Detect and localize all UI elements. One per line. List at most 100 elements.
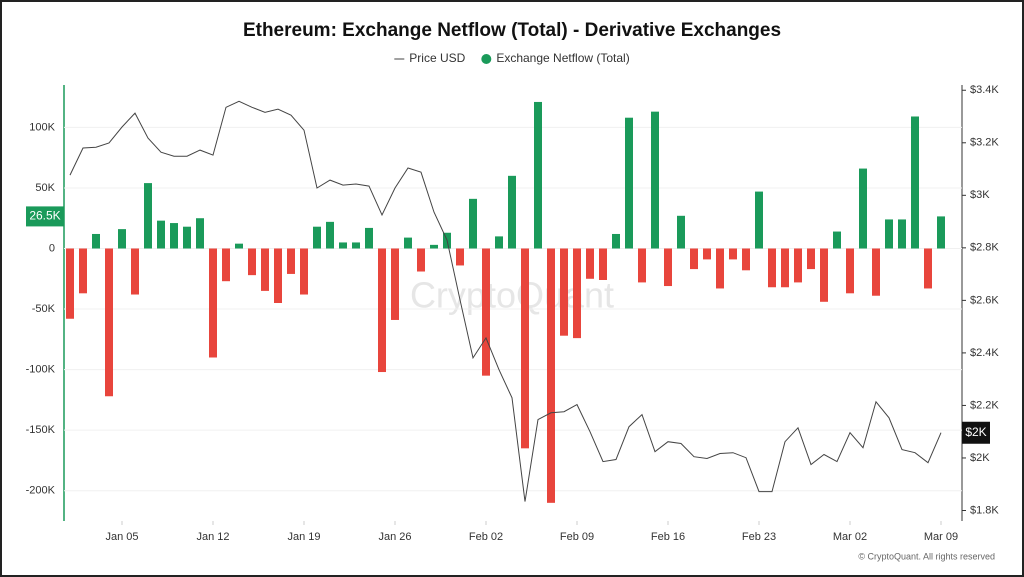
bar bbox=[794, 248, 802, 283]
bar bbox=[222, 248, 230, 282]
bar bbox=[248, 248, 256, 276]
bar bbox=[417, 248, 425, 272]
bar bbox=[157, 220, 165, 249]
bar bbox=[664, 248, 672, 287]
bar bbox=[183, 226, 191, 249]
y2-tick-label: $1.8K bbox=[970, 504, 999, 516]
bar bbox=[313, 226, 321, 249]
bar bbox=[391, 248, 399, 320]
y-tick-label: -150K bbox=[26, 424, 56, 436]
x-tick-label: Jan 26 bbox=[378, 531, 411, 543]
y-tick-label: -50K bbox=[32, 303, 56, 315]
bar bbox=[690, 248, 698, 270]
bar bbox=[456, 248, 464, 266]
bar bbox=[105, 248, 113, 397]
x-tick-label: Feb 09 bbox=[560, 531, 594, 543]
bar bbox=[508, 175, 516, 249]
bar bbox=[378, 248, 386, 373]
value-label: $2K bbox=[965, 425, 986, 439]
y2-tick-label: $2.6K bbox=[970, 294, 999, 306]
y2-tick-label: $2.4K bbox=[970, 347, 999, 359]
bar bbox=[326, 221, 334, 249]
bar bbox=[92, 233, 100, 249]
bar bbox=[560, 248, 568, 336]
bar bbox=[833, 231, 841, 249]
bar bbox=[196, 218, 204, 249]
bar bbox=[287, 248, 295, 274]
bar bbox=[911, 116, 919, 249]
bar bbox=[820, 248, 828, 302]
legend-symbol bbox=[481, 54, 492, 64]
x-tick-label: Mar 09 bbox=[924, 531, 958, 543]
y-tick-label: 0 bbox=[49, 242, 55, 254]
bar bbox=[365, 227, 373, 249]
legend-label: Price USD bbox=[409, 51, 465, 65]
bar bbox=[781, 248, 789, 288]
value-label-box bbox=[962, 421, 990, 444]
bar bbox=[716, 248, 724, 289]
bar bbox=[144, 183, 152, 249]
bar bbox=[638, 248, 646, 283]
x-tick-label: Mar 02 bbox=[833, 531, 867, 543]
legend: Price USD Exchange Netflow (Total) bbox=[394, 51, 630, 65]
bar bbox=[898, 219, 906, 249]
bar bbox=[846, 248, 854, 294]
legend-label: Exchange Netflow (Total) bbox=[496, 51, 629, 65]
bar bbox=[79, 248, 87, 294]
bar bbox=[651, 111, 659, 249]
bar bbox=[924, 248, 932, 289]
bar bbox=[495, 236, 503, 249]
bar bbox=[482, 248, 490, 376]
bar bbox=[261, 248, 269, 291]
y-tick-label: -200K bbox=[26, 485, 56, 497]
bar bbox=[599, 248, 607, 280]
bar bbox=[118, 229, 126, 249]
x-tick-label: Jan 19 bbox=[287, 531, 320, 543]
bar bbox=[274, 248, 282, 303]
x-tick-label: Feb 02 bbox=[469, 531, 503, 543]
bar bbox=[729, 248, 737, 260]
bar bbox=[547, 248, 555, 503]
bar bbox=[66, 248, 74, 319]
bar bbox=[430, 244, 438, 249]
y2-tick-label: $2.2K bbox=[970, 399, 999, 411]
bar bbox=[586, 248, 594, 279]
y-tick-label: 100K bbox=[29, 121, 55, 133]
x-tick-label: Feb 23 bbox=[742, 531, 776, 543]
y2-tick-label: $3.2K bbox=[970, 137, 999, 149]
price-line bbox=[69, 100, 942, 502]
bar bbox=[404, 237, 412, 249]
bar bbox=[885, 219, 893, 249]
bar bbox=[209, 248, 217, 358]
y2-tick-label: $2K bbox=[970, 452, 990, 464]
bar bbox=[352, 242, 360, 249]
bar bbox=[300, 248, 308, 295]
bar bbox=[872, 248, 880, 296]
bar bbox=[768, 248, 776, 288]
bar bbox=[469, 198, 477, 249]
bar bbox=[625, 117, 633, 249]
y-tick-label: -100K bbox=[26, 364, 56, 376]
bar bbox=[131, 248, 139, 295]
bar bbox=[170, 223, 178, 249]
footer: © CryptoQuant. All rights reserved bbox=[858, 551, 995, 561]
bar bbox=[859, 168, 867, 249]
bar bbox=[677, 215, 685, 249]
bar bbox=[807, 248, 815, 270]
bar bbox=[534, 101, 542, 249]
y2-tick-label: $2.8K bbox=[970, 242, 999, 254]
y2-tick-label: $3K bbox=[970, 189, 990, 201]
x-tick-label: Feb 16 bbox=[651, 531, 685, 543]
bar bbox=[742, 248, 750, 271]
bar bbox=[703, 248, 711, 260]
bar bbox=[339, 242, 347, 249]
value-label-box bbox=[26, 206, 64, 227]
x-tick-label: Jan 05 bbox=[105, 531, 138, 543]
bar bbox=[235, 243, 243, 249]
y-tick-label: 50K bbox=[35, 182, 55, 194]
bar bbox=[521, 248, 529, 449]
bar bbox=[612, 233, 620, 249]
bar bbox=[573, 248, 581, 339]
bar bbox=[937, 216, 945, 249]
